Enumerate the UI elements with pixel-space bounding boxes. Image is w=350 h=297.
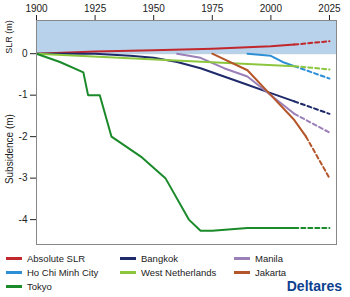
html-text:Tokyo: Tokyo: [27, 281, 52, 292]
svg-text:Subsidence (m): Subsidence (m): [4, 114, 15, 184]
svg-text:2025: 2025: [318, 3, 341, 14]
svg-text:1900: 1900: [25, 3, 48, 14]
html-text:Bangkok: Bangkok: [141, 253, 178, 264]
svg-text:1975: 1975: [201, 3, 224, 14]
html-text:Manila: Manila: [255, 253, 283, 264]
svg-text:-3: -3: [19, 172, 28, 183]
svg-text:-2: -2: [19, 131, 28, 142]
html-text:Ho Chi Minh City: Ho Chi Minh City: [27, 267, 99, 278]
svg-text:0: 0: [22, 48, 28, 59]
svg-text:SLR (m): SLR (m): [4, 20, 14, 54]
svg-text:-1: -1: [19, 89, 28, 100]
svg-text:1925: 1925: [84, 3, 107, 14]
html-text:Absolute SLR: Absolute SLR: [27, 253, 86, 264]
html-text:Deltares: Deltares: [286, 278, 342, 294]
svg-text:2000: 2000: [260, 3, 283, 14]
svg-text:-4: -4: [19, 214, 28, 225]
html-text:West Netherlands: West Netherlands: [141, 267, 217, 278]
svg-text:1950: 1950: [143, 3, 166, 14]
html-text:Jakarta: Jakarta: [255, 267, 287, 278]
